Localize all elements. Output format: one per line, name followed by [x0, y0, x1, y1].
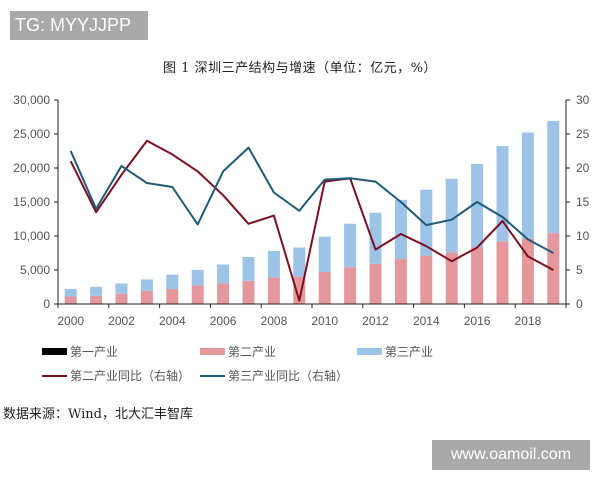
legend-line-swatch — [42, 374, 67, 377]
bar-segment — [445, 178, 458, 253]
y-tick-label: 15,000 — [13, 195, 50, 209]
bar-segment — [344, 223, 357, 268]
x-tick-label: 2002 — [108, 314, 135, 328]
growth-line — [69, 139, 554, 302]
bar-segment — [420, 189, 433, 256]
bar-segment — [369, 263, 382, 304]
legend-label: 第二产业 — [228, 345, 277, 359]
x-tick-label: 2004 — [159, 314, 186, 328]
legend-item-primary: 第一产业 — [42, 343, 118, 360]
y-tick-label: 20,000 — [13, 161, 50, 175]
y2-tick-label: 10 — [576, 229, 590, 243]
bar-segment — [521, 238, 534, 304]
legend-item-tertiary: 第三产业 — [357, 343, 433, 360]
y-tick-label: 10,000 — [13, 229, 50, 243]
bar-segment — [471, 163, 484, 248]
legend-item-tertiary-growth: 第三产业同比（右轴） — [200, 367, 348, 384]
bar-segment — [496, 146, 509, 242]
bar-segment — [445, 252, 458, 304]
legend-label: 第三产业同比（右轴） — [228, 369, 349, 383]
bar-segment — [90, 286, 103, 296]
bar-segment — [64, 288, 77, 297]
bar-segment — [217, 283, 230, 304]
y-tick-label: 25,000 — [13, 127, 50, 141]
legend-label: 第一产业 — [70, 345, 119, 359]
bar-segment — [242, 280, 255, 304]
y2-tick-label: 15 — [576, 195, 590, 209]
x-tick-label: 2018 — [515, 314, 542, 328]
bar-segment — [547, 120, 560, 234]
legend-swatch — [200, 348, 225, 355]
y2-tick-label: 25 — [576, 127, 590, 141]
y-tick-label: 5,000 — [20, 263, 50, 277]
bar-segment — [115, 283, 128, 294]
y2-tick-label: 0 — [576, 297, 583, 311]
bar-segment — [420, 255, 433, 304]
legend-item-secondary-growth: 第二产业同比（右轴） — [42, 367, 190, 384]
bar-segment — [318, 271, 331, 304]
legend-item-secondary: 第二产业 — [200, 343, 276, 360]
watermark-bottom: www.oamoil.com — [432, 440, 590, 470]
x-tick-label: 2008 — [261, 314, 288, 328]
bar-segment — [242, 257, 255, 281]
bar-segment — [318, 236, 331, 272]
bar-segment — [90, 295, 103, 304]
bar-segment — [64, 296, 77, 304]
x-tick-label: 2012 — [362, 314, 389, 328]
bar-segment — [344, 267, 357, 304]
bar-segment — [191, 285, 204, 304]
y2-tick-label: 5 — [576, 263, 583, 277]
x-tick-label: 2006 — [210, 314, 237, 328]
data-source-note: 数据来源：Wind，北大汇丰智库 — [3, 407, 193, 422]
bar-segment — [521, 132, 534, 239]
legend-line-swatch — [200, 374, 225, 377]
watermark-top: TG: MYYJJPP — [10, 11, 148, 40]
bar-segment — [293, 247, 306, 277]
bar-segment — [267, 250, 280, 278]
legend-label: 第三产业 — [385, 345, 434, 359]
bar-segment — [369, 212, 382, 264]
x-tick-label: 2016 — [464, 314, 491, 328]
x-tick-label: 2010 — [311, 314, 338, 328]
bar-segment — [217, 264, 230, 284]
y-tick-label: 30,000 — [13, 93, 50, 107]
y2-tick-label: 30 — [576, 93, 590, 107]
chart-title: 图 1 深圳三产结构与增速（单位：亿元，%） — [163, 61, 437, 76]
bar-segment — [166, 274, 179, 289]
bar-segment — [394, 199, 407, 260]
bar-segment — [166, 288, 179, 304]
y2-tick-label: 20 — [576, 161, 590, 175]
chart-plot: 0 5,000 10,000 15,000 20,000 25,000 30,000 0 5 10… — [13, 93, 590, 328]
legend-swatch — [42, 348, 67, 355]
x-tick-label: 2000 — [57, 314, 84, 328]
bar-segment — [191, 269, 204, 286]
bar-segment — [267, 277, 280, 304]
bar-segment — [471, 247, 484, 304]
bar-segment — [140, 279, 153, 292]
y-tick-label: 0 — [43, 297, 50, 311]
bar-segment — [140, 291, 153, 304]
legend-label: 第二产业同比（右轴） — [70, 369, 191, 383]
bar-segment — [115, 293, 128, 304]
x-tick-label: 2014 — [413, 314, 440, 328]
legend-swatch — [357, 348, 382, 355]
growth-line — [69, 146, 554, 254]
bar-segment — [496, 241, 509, 304]
bar-segment — [394, 259, 407, 304]
